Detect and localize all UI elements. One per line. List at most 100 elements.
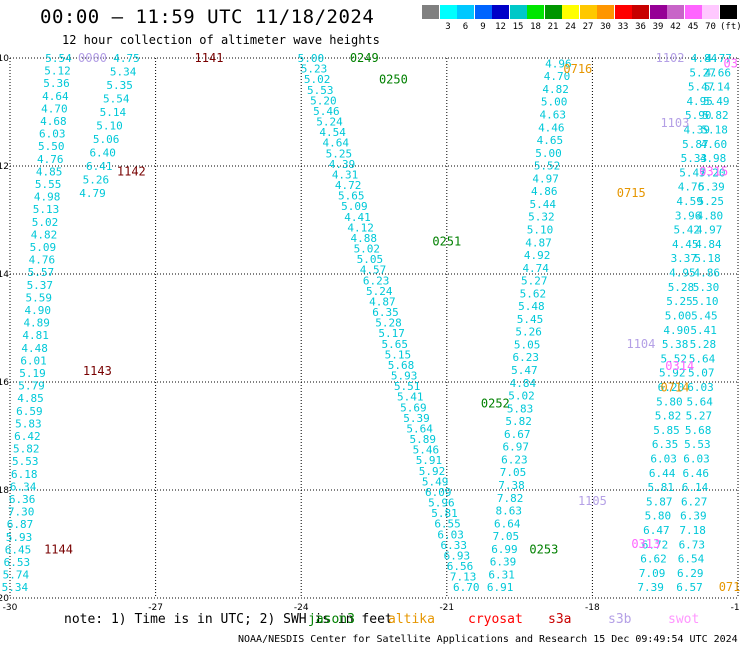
- wave-height-value: 5.52: [534, 160, 561, 173]
- wave-height-value: 4.82: [542, 83, 569, 96]
- colorbar-tick-label: 15: [512, 22, 524, 32]
- wave-height-value: 4.77: [705, 52, 732, 65]
- colorbar-tick-label: 45: [687, 22, 699, 32]
- wave-height-value: 5.24: [366, 285, 393, 298]
- wave-height-value: 6.33: [441, 539, 468, 552]
- pass-time-label: 0252: [481, 397, 510, 411]
- wave-height-value: 5.00: [535, 147, 562, 160]
- wave-height-value: 4.82: [31, 228, 58, 241]
- satellite-label: s3a: [548, 612, 572, 627]
- satellite-label: jason3: [308, 612, 355, 627]
- wave-height-value: 6.23: [363, 274, 390, 287]
- wave-height-value: 6.54: [678, 553, 705, 566]
- wave-height-value: 5.36: [43, 77, 70, 90]
- pass-time-label: 0713: [719, 580, 740, 594]
- wave-height-value: 5.53: [307, 84, 334, 97]
- colorbar-tick-label: 30: [600, 22, 611, 32]
- wave-height-value: 6.47: [643, 524, 670, 537]
- wave-height-value: 4.86: [694, 267, 721, 280]
- satellite-legend: jason3 altika cryosat s3a s3b swot: [0, 612, 740, 630]
- wave-height-value: 5.46: [413, 444, 440, 457]
- wave-height-value: 6.40: [89, 147, 116, 160]
- wave-height-value: 6.46: [683, 467, 710, 480]
- wave-height-value: 5.48: [518, 300, 545, 313]
- colorbar-tick-label: 70: [705, 22, 716, 32]
- wave-height-value: 6.39: [680, 510, 707, 523]
- wave-height-value: 5.49: [422, 475, 449, 488]
- pass-time-label: 1142: [117, 164, 146, 178]
- wave-height-value: 4.70: [544, 70, 571, 83]
- wave-height-value: 5.57: [28, 266, 55, 279]
- wave-height-value: 4.79: [79, 187, 106, 200]
- wave-height-value: 5.51: [394, 380, 421, 393]
- wave-height-value: 6.31: [488, 568, 515, 581]
- wave-height-value: 4.76: [678, 181, 705, 194]
- wave-height-value: 3.96: [675, 209, 702, 222]
- wave-height-value: 5.25: [697, 195, 724, 208]
- colorbar-swatch: [474, 5, 492, 19]
- wave-height-value: 4.86: [531, 185, 558, 198]
- colorbar-swatch: [579, 5, 597, 19]
- wave-height-value: 6.42: [14, 430, 41, 443]
- wave-height-value: 5.74: [3, 569, 30, 582]
- wave-height-value: 5.18: [701, 124, 728, 137]
- wave-height-value: 5.44: [530, 198, 557, 211]
- wave-height-value: 5.02: [32, 216, 59, 229]
- wave-height-value: 5.27: [689, 66, 716, 79]
- wave-height-value: 5.41: [397, 391, 424, 404]
- wave-height-value: 5.06: [93, 133, 120, 146]
- wave-height-value: 4.39: [329, 158, 356, 171]
- colorbar-swatch: [597, 5, 614, 19]
- wave-height-value: 4.65: [537, 134, 564, 147]
- wave-height-value: 4.74: [522, 262, 549, 275]
- wave-height-value: 5.54: [103, 93, 130, 106]
- colorbar-swatch: [492, 5, 509, 19]
- colorbar-tick-label: 6: [462, 22, 469, 32]
- pass-time-label: 1103: [660, 116, 689, 130]
- pass-time-label: 0250: [379, 73, 408, 87]
- wave-height-value: 5.82: [702, 109, 729, 122]
- colorbar-tick-label: 12: [495, 22, 506, 32]
- wave-height-value: 4.95: [669, 267, 696, 280]
- colorbar-swatch: [632, 5, 649, 19]
- wave-height-value: 4.41: [344, 211, 371, 224]
- wave-height-value: 5.46: [313, 105, 340, 118]
- pass-time-label: 1144: [44, 542, 73, 556]
- wave-height-value: 5.28: [690, 338, 717, 351]
- colorbar-tick-label: 27: [582, 22, 594, 32]
- colorbar-tick-label: 9: [480, 22, 486, 32]
- wave-height-value: 6.14: [682, 481, 709, 494]
- wave-height-value: 5.14: [100, 106, 127, 119]
- wave-height-value: 4.12: [347, 221, 374, 234]
- wave-height-value: 4.87: [525, 236, 552, 249]
- wave-height-value: 4.84: [695, 238, 722, 251]
- wave-height-value: 5.87: [682, 138, 709, 151]
- pass-time-label: 0251: [432, 235, 461, 249]
- wave-height-value: 6.64: [494, 517, 521, 530]
- wave-height-value: 5.09: [30, 241, 57, 254]
- wave-height-value: 5.82: [13, 443, 40, 456]
- wave-height-value: 4.48: [21, 342, 48, 355]
- wave-height-value: 5.18: [694, 252, 721, 265]
- wave-height-value: 5.19: [19, 367, 46, 380]
- wave-height-value: 5.02: [354, 243, 381, 256]
- wave-height-value: 5.68: [685, 424, 712, 437]
- wave-height-value: 5.82: [655, 410, 682, 423]
- pass-time-label: 1104: [626, 337, 655, 351]
- satellite-label: s3b: [608, 612, 632, 627]
- wave-height-value: 5.68: [388, 359, 415, 372]
- pass-time-label: 0714: [660, 380, 689, 394]
- wave-height-value: 5.28: [668, 281, 695, 294]
- wave-height-value: 5.09: [341, 200, 368, 213]
- wave-height-value: 6.01: [20, 354, 47, 367]
- wave-height-value: 5.62: [520, 287, 547, 300]
- wave-height-value: 4.63: [539, 109, 566, 122]
- wave-height-value: 5.91: [416, 454, 443, 467]
- page-title: 00:00 – 11:59 UTC 11/18/2024: [40, 6, 375, 28]
- wave-height-value: 5.83: [507, 402, 534, 415]
- wave-height-value: 5.80: [645, 510, 672, 523]
- wave-height-value: 6.34: [10, 480, 37, 493]
- wave-height-value: 6.23: [513, 351, 540, 364]
- colorbar-swatch: [614, 5, 632, 19]
- wave-height-value: 6.27: [681, 495, 708, 508]
